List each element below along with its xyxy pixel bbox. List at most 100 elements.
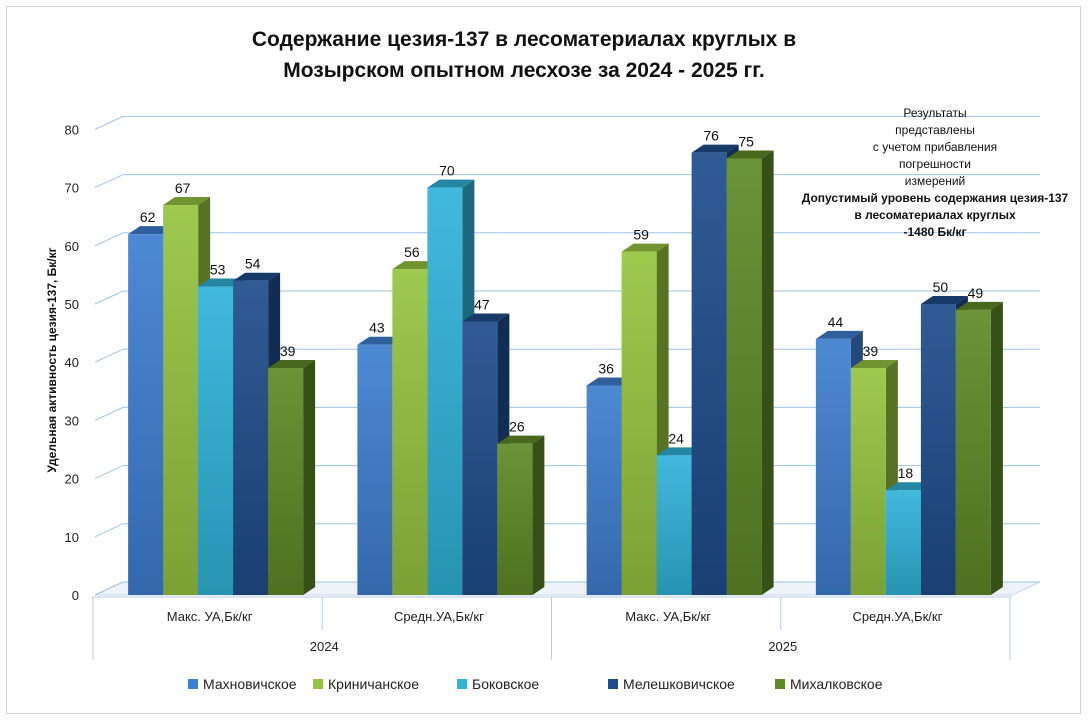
legend-swatch bbox=[457, 679, 467, 689]
bar-front bbox=[392, 269, 428, 595]
legend-item: Боковское bbox=[457, 676, 539, 692]
y-axis-title: Удельная активность цезия-137, Бк/кг bbox=[45, 247, 59, 472]
bar-front bbox=[656, 455, 692, 595]
data-label: 44 bbox=[828, 314, 844, 330]
bar-front bbox=[586, 385, 622, 595]
bar-top bbox=[850, 360, 898, 369]
bar-front bbox=[163, 205, 199, 595]
y-tick-label: 30 bbox=[65, 413, 79, 428]
bar-front bbox=[128, 234, 164, 595]
bar-top bbox=[621, 243, 669, 252]
annotation-line: Результаты bbox=[903, 106, 966, 120]
data-label: 54 bbox=[245, 256, 261, 272]
bar-side bbox=[303, 360, 316, 595]
y-tick-label: 70 bbox=[65, 181, 79, 196]
legend-item: Криничанское bbox=[313, 676, 419, 692]
data-labels: 62 67 53 54 39 43 56 70 47 26 36 59 24 76 75 44 39 18 50 49 bbox=[140, 128, 984, 482]
annotation-line: погрешности bbox=[899, 157, 971, 171]
bar-Михалковское-0 bbox=[268, 360, 316, 595]
chart-title-line: Содержание цезия-137 в лесоматериалах кр… bbox=[252, 28, 796, 51]
y-tick-label: 40 bbox=[65, 355, 79, 370]
x-group-label: 2024 bbox=[310, 639, 339, 654]
data-label: 18 bbox=[898, 465, 914, 481]
data-label: 67 bbox=[175, 180, 191, 196]
annotation-bold-line: в лесоматериалах круглых bbox=[854, 208, 1016, 222]
legend-label: Михалковское bbox=[790, 676, 883, 692]
bar-top bbox=[163, 197, 211, 206]
legend: Махновичское Криничанское Боковское Мелешко… bbox=[188, 676, 883, 692]
bar-top bbox=[920, 296, 968, 304]
bar-front bbox=[462, 321, 498, 595]
bar-front bbox=[198, 286, 234, 595]
bar-front bbox=[920, 304, 956, 595]
x-category-label: Средн.УА,Бк/кг bbox=[852, 609, 942, 624]
bar-front bbox=[621, 251, 657, 595]
bar-top bbox=[726, 150, 774, 159]
legend-label: Мелешковичское bbox=[623, 676, 735, 692]
legend-swatch bbox=[313, 679, 323, 689]
bar-Михалковское-2 bbox=[726, 150, 774, 595]
bar-front bbox=[850, 368, 886, 595]
bar-side bbox=[761, 150, 774, 595]
bar-Михалковское-1 bbox=[497, 435, 545, 595]
bar-side bbox=[990, 301, 1003, 595]
legend-swatch bbox=[608, 679, 618, 689]
bar-front bbox=[497, 443, 533, 595]
bar-front bbox=[427, 187, 463, 595]
annotation-bold-line: -1480 Бк/кг bbox=[904, 225, 967, 239]
bar-front bbox=[726, 158, 762, 595]
x-group-label: 2025 bbox=[768, 639, 797, 654]
bar-top bbox=[815, 330, 863, 339]
y-axis: 0 10 20 30 40 50 60 70 80 Удельная активность цез… bbox=[45, 122, 79, 603]
bar-side bbox=[532, 435, 545, 595]
x-category-label: Средн.УА,Бк/кг bbox=[394, 609, 484, 624]
annotation-line: представлены bbox=[895, 123, 975, 137]
y-tick-label: 20 bbox=[65, 472, 79, 487]
y-tick-label: 10 bbox=[65, 530, 79, 545]
data-label: 49 bbox=[968, 285, 984, 301]
bar-front bbox=[357, 344, 393, 595]
data-label: 56 bbox=[404, 244, 420, 260]
data-label: 50 bbox=[933, 279, 949, 295]
gridline bbox=[94, 115, 1040, 130]
bar-top bbox=[233, 272, 281, 281]
legend-label: Махновичское bbox=[203, 676, 297, 692]
bar-front bbox=[691, 152, 727, 595]
bar-top bbox=[427, 179, 475, 188]
bar-top bbox=[497, 435, 545, 444]
data-label: 39 bbox=[863, 343, 879, 359]
bar-top bbox=[691, 144, 739, 153]
data-label: 62 bbox=[140, 209, 156, 225]
annotation-line: с учетом прибавления bbox=[873, 140, 997, 154]
bar-top bbox=[268, 360, 316, 369]
chart-title: Содержание цезия-137 в лесоматериалах кр… bbox=[252, 28, 796, 82]
data-label: 53 bbox=[210, 262, 226, 278]
legend-label: Боковское bbox=[472, 676, 539, 692]
annotation-line: измерений bbox=[905, 174, 966, 188]
bars bbox=[128, 144, 1003, 595]
bar-Михалковское-3 bbox=[955, 301, 1003, 595]
bar-top bbox=[462, 313, 510, 322]
y-tick-label: 50 bbox=[65, 297, 79, 312]
legend-item: Мелешковичское bbox=[608, 676, 735, 692]
annotation-bold-line: Допустимый уровень содержания цезия-137 bbox=[802, 191, 1069, 205]
y-tick-label: 80 bbox=[65, 122, 79, 137]
data-label: 70 bbox=[439, 163, 455, 179]
legend-label: Криничанское bbox=[328, 676, 419, 692]
data-label: 76 bbox=[703, 128, 719, 144]
legend-swatch bbox=[188, 679, 198, 689]
annotation-note: Результаты представлены с учетом прибавлен… bbox=[802, 106, 1069, 239]
data-label: 39 bbox=[280, 343, 296, 359]
bar-front bbox=[955, 309, 991, 595]
data-label: 75 bbox=[738, 134, 754, 150]
data-label: 36 bbox=[598, 360, 614, 376]
data-label: 47 bbox=[474, 296, 490, 312]
y-tick-label: 0 bbox=[72, 588, 79, 603]
legend-item: Махновичское bbox=[188, 676, 297, 692]
legend-item: Михалковское bbox=[775, 676, 883, 692]
bar-front bbox=[885, 490, 921, 595]
x-category-label: Макс. УА,Бк/кг bbox=[625, 609, 711, 624]
bar-top bbox=[955, 301, 1003, 310]
bar-front bbox=[815, 338, 851, 595]
